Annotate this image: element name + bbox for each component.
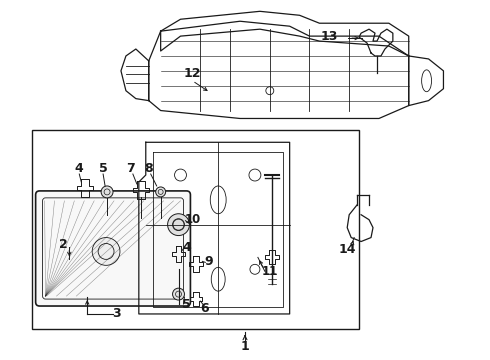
Text: 13: 13: [320, 30, 338, 42]
Text: 11: 11: [262, 265, 278, 278]
Text: 3: 3: [112, 307, 121, 320]
Circle shape: [92, 238, 120, 265]
Circle shape: [156, 187, 166, 197]
Text: 10: 10: [184, 213, 200, 226]
Text: 8: 8: [145, 162, 153, 175]
Text: 5: 5: [98, 162, 107, 175]
Text: 12: 12: [184, 67, 201, 80]
Circle shape: [168, 214, 190, 235]
Circle shape: [172, 288, 184, 300]
Bar: [32, 130, 359, 329]
Text: 1: 1: [241, 340, 249, 353]
Circle shape: [101, 186, 113, 198]
FancyBboxPatch shape: [36, 191, 191, 306]
Text: 2: 2: [59, 238, 68, 251]
Text: 6: 6: [200, 302, 209, 315]
Text: 7: 7: [126, 162, 135, 175]
Text: 4: 4: [75, 162, 84, 175]
Text: 14: 14: [339, 243, 356, 256]
Text: 4: 4: [182, 241, 191, 254]
Text: 9: 9: [204, 255, 213, 268]
Text: 5: 5: [182, 297, 191, 311]
